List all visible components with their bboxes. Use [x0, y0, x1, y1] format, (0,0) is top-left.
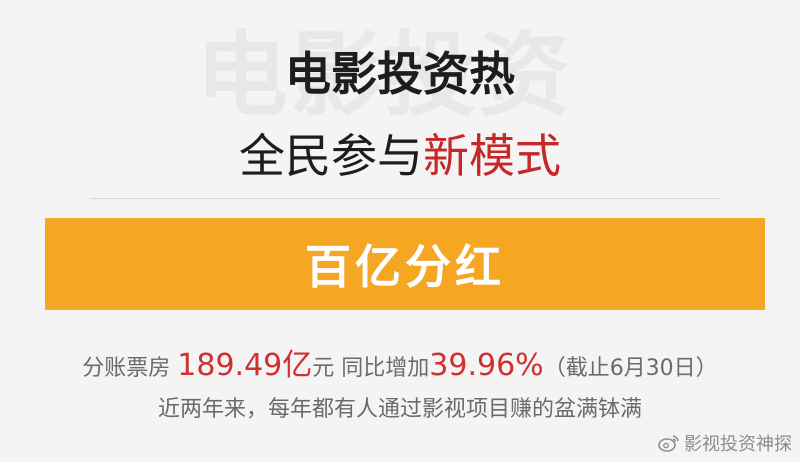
stat-note-date: （截止6月30日） — [543, 356, 718, 381]
stat-label-box-office: 分账票房 — [82, 356, 178, 381]
stat-label-growth: 同比增加 — [341, 356, 430, 381]
divider — [90, 198, 720, 199]
background-watermark-text: 电影投资 — [196, 26, 573, 126]
stats-line: 分账票房 189.49亿元 同比增加39.96%（截止6月30日） — [0, 346, 800, 389]
stat-value-growth: 39.96% — [429, 348, 544, 383]
source-watermark: 影视投资神探 — [658, 430, 792, 456]
tagline: 近两年来，每年都有人通过影视项目赚的盆满钵满 — [157, 397, 642, 422]
page-title: 电影投资热 — [285, 47, 515, 101]
orange-banner: 百亿分红 — [45, 218, 765, 310]
subtitle-prefix: 全民参与 — [239, 129, 423, 183]
subtitle-highlight: 新模式 — [423, 129, 561, 183]
source-watermark-text: 影视投资神探 — [684, 434, 792, 455]
weibo-icon — [658, 434, 680, 452]
stat-value-box-office: 189.49亿 — [177, 348, 313, 383]
banner-text: 百亿分红 — [305, 240, 505, 294]
stat-unit: 元 — [312, 356, 342, 381]
page-subtitle: 全民参与新模式 — [0, 128, 800, 184]
